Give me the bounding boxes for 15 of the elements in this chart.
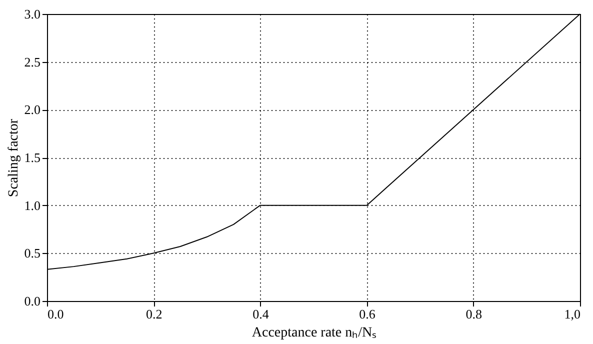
y-tick-label: 0.0 [24, 294, 40, 308]
x-tick-label: 0.4 [252, 306, 270, 322]
x-tick-label: 0.8 [466, 306, 482, 322]
y-tick-label: 1.5 [24, 150, 40, 165]
x-tick-label: 0.0 [48, 306, 64, 322]
y-tick-label: 0.5 [24, 246, 40, 261]
x-tick-label: 0.6 [359, 306, 376, 322]
y-tick-label: 1.0 [24, 198, 40, 213]
x-axis-title: Acceptance rate nₕ/Nₛ [252, 326, 376, 340]
y-axis-title: Scaling factor [6, 118, 22, 198]
y-tick-label: 3.0 [24, 6, 40, 22]
y-tick-label: 2.0 [24, 102, 40, 118]
y-tick-label: 2.5 [24, 54, 40, 70]
x-tick-label: 1,0 [564, 306, 580, 322]
x-tick-label: 0.2 [146, 306, 162, 322]
